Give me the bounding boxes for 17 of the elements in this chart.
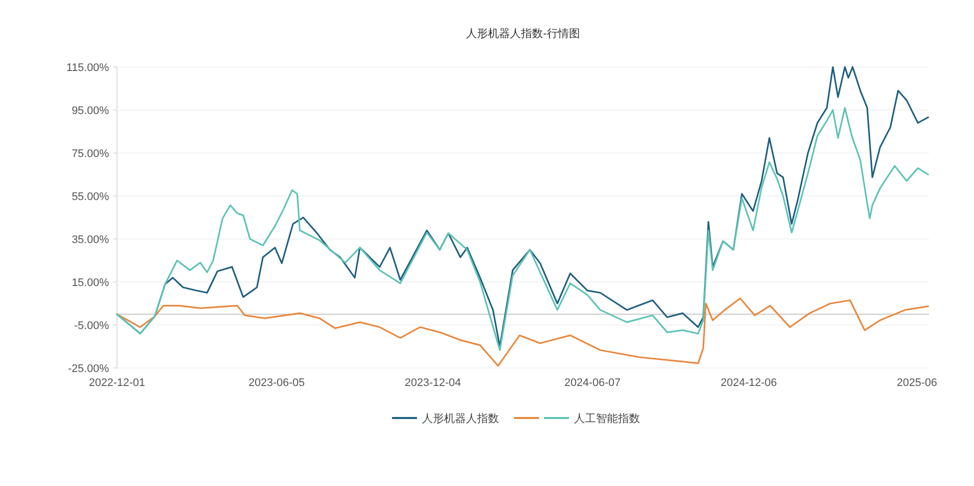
x-tick-label: 2024-06-07: [564, 377, 621, 389]
y-tick-label: -25.00%: [68, 363, 110, 375]
y-tick-label: 75.00%: [72, 148, 110, 160]
legend-label: 人工智能指数: [574, 412, 640, 425]
y-tick-label: 55.00%: [72, 191, 110, 203]
x-tick-label: 2024-12-06: [720, 377, 777, 389]
x-tick-label: 2023-06-05: [248, 377, 305, 389]
y-tick-label: 35.00%: [72, 234, 110, 246]
y-tick-label: 95.00%: [72, 105, 110, 117]
x-tick-label: 2025-06: [896, 377, 938, 389]
y-tick-label: 15.00%: [72, 277, 110, 289]
title: 人形机器人指数-行情图: [466, 28, 580, 40]
x-tick-label: 2022-12-01: [88, 377, 146, 389]
y-tick-label: 115.00%: [66, 62, 110, 74]
legend-label: 人形机器人指数: [422, 413, 499, 425]
x-tick-label: 2023-12-04: [404, 377, 462, 389]
y-tick-label: -5.00%: [74, 320, 110, 332]
